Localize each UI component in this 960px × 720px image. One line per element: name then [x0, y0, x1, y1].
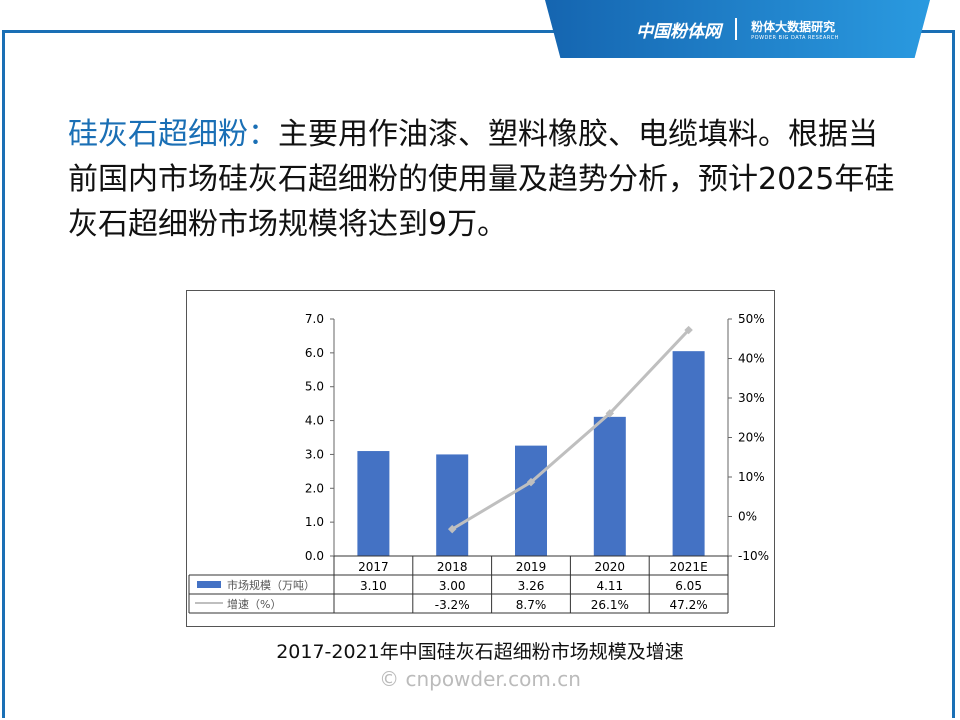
right-tick-label: 40% [738, 352, 765, 366]
slide-frame [2, 30, 955, 718]
chart-caption: 2017-2021年中国硅灰石超细粉市场规模及增速 [276, 641, 684, 663]
left-tick-label: 7.0 [305, 312, 324, 326]
body-text: 硅灰石超细粉：主要用作油漆、塑料橡胶、电缆填料。根据当前国内市场硅灰石超细粉的使… [68, 112, 898, 247]
chart: 0.0 1.0 2.0 3.0 4.0 5.0 6.0 7.0 -10% 0% 10% 20% 30% 4… [186, 290, 775, 627]
bar [436, 454, 469, 556]
bar [672, 351, 705, 556]
growth-value: 26.1% [591, 598, 629, 612]
body-content: 主要用作油漆、塑料橡胶、电缆填料。根据当前国内市场硅灰石超细粉的使用量及趋势分析… [68, 117, 895, 242]
category-label: 2019 [516, 560, 547, 574]
bar [357, 451, 390, 556]
highlight-term: 硅灰石超细粉： [68, 117, 278, 152]
growth-line [451, 329, 690, 531]
category-label: 2020 [595, 560, 626, 574]
research-logo: 粉体大数据研究 POWDER BIG DATA RESEARCH [751, 19, 839, 41]
divider [735, 18, 738, 40]
header-banner: 中国粉体网 粉体大数据研究 POWDER BIG DATA RESEARCH [545, 0, 930, 58]
right-tick-label: 10% [738, 470, 765, 484]
category-label: 2017 [358, 560, 389, 574]
bar-value: 3.00 [439, 579, 466, 593]
growth-point [684, 325, 693, 335]
right-tick-label: 0% [738, 510, 757, 524]
bar-value: 4.11 [596, 579, 623, 593]
left-tick-label: 0.0 [305, 549, 324, 563]
left-tick-label: 1.0 [305, 515, 324, 529]
legend-bar-label: 市场规模（万吨） [227, 578, 315, 592]
right-tick-label: 20% [738, 431, 765, 445]
cnpowder-logo: 中国粉体网 [636, 21, 722, 42]
bar-value: 3.26 [518, 579, 545, 593]
watermark: © cnpowder.com.cn [379, 667, 581, 691]
left-tick-label: 3.0 [305, 447, 324, 461]
growth-point [447, 524, 457, 534]
left-tick-label: 6.0 [305, 346, 324, 360]
right-tick-label: -10% [738, 549, 769, 563]
bar [515, 445, 547, 556]
growth-value: 8.7% [516, 598, 547, 612]
right-tick-label: 50% [738, 312, 765, 326]
category-label: 2018 [437, 560, 468, 574]
legend-line-label: 增速（%） [227, 597, 281, 611]
bar-value: 3.10 [360, 579, 387, 593]
left-tick-label: 2.0 [305, 481, 324, 495]
right-tick-label: 30% [738, 391, 765, 405]
left-tick-label: 5.0 [305, 380, 324, 394]
legend-bar-swatch [197, 581, 221, 588]
category-label: 2021E [670, 560, 708, 574]
growth-value: 47.2% [670, 598, 708, 612]
growth-point [605, 409, 615, 418]
left-tick-label: 4.0 [305, 414, 324, 428]
bar [593, 416, 626, 556]
growth-value: -3.2% [435, 598, 470, 612]
bar-value: 6.05 [675, 579, 702, 593]
